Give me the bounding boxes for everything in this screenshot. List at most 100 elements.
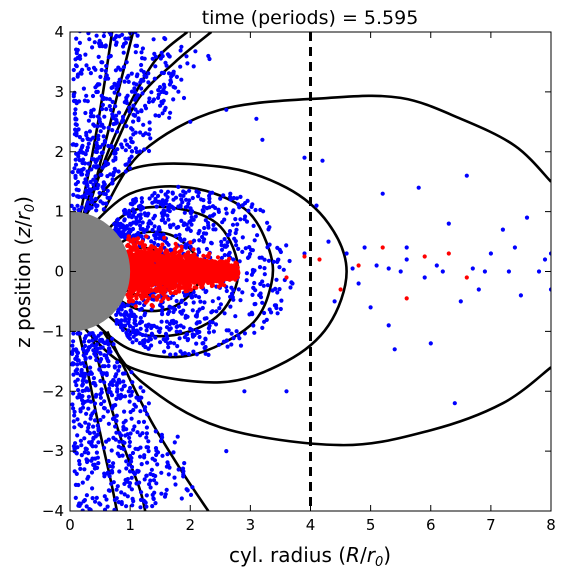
blue-particle: [279, 298, 284, 303]
blue-particle: [120, 117, 126, 122]
blue-particle: [89, 187, 94, 192]
blue-particle: [166, 345, 171, 350]
blue-particle: [154, 448, 159, 453]
blue-particle: [82, 339, 87, 344]
blue-particle: [88, 399, 93, 404]
blue-particle: [176, 304, 181, 309]
blue-particle: [85, 429, 90, 434]
blue-particle: [151, 323, 157, 328]
blue-particle: [104, 201, 109, 206]
blue-particle: [170, 71, 175, 76]
blue-particle: [238, 343, 244, 348]
blue-particle: [211, 227, 216, 232]
blue-particle: [127, 211, 132, 216]
blue-particle: [141, 343, 146, 348]
blue-particle: [262, 310, 267, 316]
blue-particle: [105, 504, 110, 509]
blue-particle: [154, 481, 159, 486]
blue-particle: [91, 376, 96, 381]
blue-particle: [123, 169, 128, 174]
blue-particle: [150, 227, 155, 233]
blue-particle: [72, 206, 77, 211]
blue-particle: [434, 263, 439, 268]
blue-particle: [242, 331, 247, 336]
blue-particle: [139, 306, 144, 311]
blue-particle: [253, 301, 258, 307]
blue-particle: [101, 180, 106, 185]
blue-particle: [230, 222, 236, 227]
blue-particle: [148, 136, 153, 141]
blue-particle: [133, 32, 138, 35]
blue-particle: [75, 417, 80, 422]
blue-particle: [91, 381, 96, 386]
blue-particle: [193, 214, 198, 219]
red-particle: [168, 284, 173, 289]
blue-particle: [73, 57, 78, 62]
blue-particle: [71, 67, 76, 73]
blue-particle: [71, 419, 76, 424]
blue-particle: [111, 158, 116, 163]
blue-particle: [99, 172, 104, 177]
blue-particle: [80, 143, 85, 148]
blue-particle: [277, 247, 282, 252]
blue-particle: [242, 389, 247, 394]
red-particle: [143, 284, 148, 289]
blue-particle: [203, 344, 208, 350]
blue-particle: [107, 32, 112, 35]
blue-particle: [143, 333, 148, 338]
blue-particle: [82, 399, 88, 404]
red-particle: [160, 242, 165, 247]
blue-particle: [178, 329, 183, 334]
blue-particle: [167, 304, 172, 309]
red-particle: [150, 294, 156, 299]
blue-particle: [225, 240, 230, 245]
blue-particle: [101, 33, 106, 39]
red-particle: [186, 253, 192, 258]
blue-particle: [143, 311, 148, 316]
blue-particle: [518, 293, 524, 298]
blue-particle: [102, 471, 107, 476]
blue-particle: [84, 133, 89, 138]
blue-particle: [143, 500, 148, 505]
blue-particle: [98, 145, 103, 150]
blue-particle: [173, 233, 178, 238]
star-layer: [70, 211, 131, 332]
blue-particle: [136, 469, 141, 474]
blue-particle: [182, 335, 187, 340]
blue-particle: [87, 332, 92, 337]
blue-particle: [72, 413, 77, 418]
blue-particle: [250, 312, 255, 317]
blue-particle: [144, 435, 149, 440]
blue-particle: [99, 387, 104, 392]
red-particle: [225, 271, 230, 277]
red-particle: [194, 285, 199, 290]
blue-particle: [277, 287, 282, 292]
blue-particle: [111, 461, 116, 466]
blue-particle: [86, 339, 92, 344]
blue-particle: [153, 236, 158, 241]
blue-particle: [258, 291, 263, 296]
blue-particle: [131, 112, 136, 117]
blue-particle: [164, 334, 169, 339]
blue-particle: [151, 473, 156, 478]
blue-particle: [213, 322, 219, 327]
blue-particle: [98, 417, 103, 423]
blue-particle: [124, 60, 129, 65]
blue-particle: [148, 478, 153, 483]
red-particle: [209, 281, 214, 286]
blue-particle: [120, 145, 125, 150]
blue-particle: [90, 338, 95, 343]
blue-particle: [71, 339, 76, 344]
axis-ticks: 0 1 2 3 4 5 6 7 8 −4 −3 −2 −1 0 1 2 3 4: [42, 23, 556, 534]
blue-particle: [87, 345, 92, 350]
blue-particle: [113, 68, 118, 73]
blue-particle: [146, 148, 152, 154]
blue-particle: [161, 98, 166, 103]
blue-particle: [124, 466, 129, 471]
blue-particle: [122, 207, 127, 213]
blue-particle: [110, 470, 115, 475]
blue-particle: [76, 388, 81, 393]
blue-particle: [225, 344, 230, 349]
blue-particle: [175, 434, 180, 439]
